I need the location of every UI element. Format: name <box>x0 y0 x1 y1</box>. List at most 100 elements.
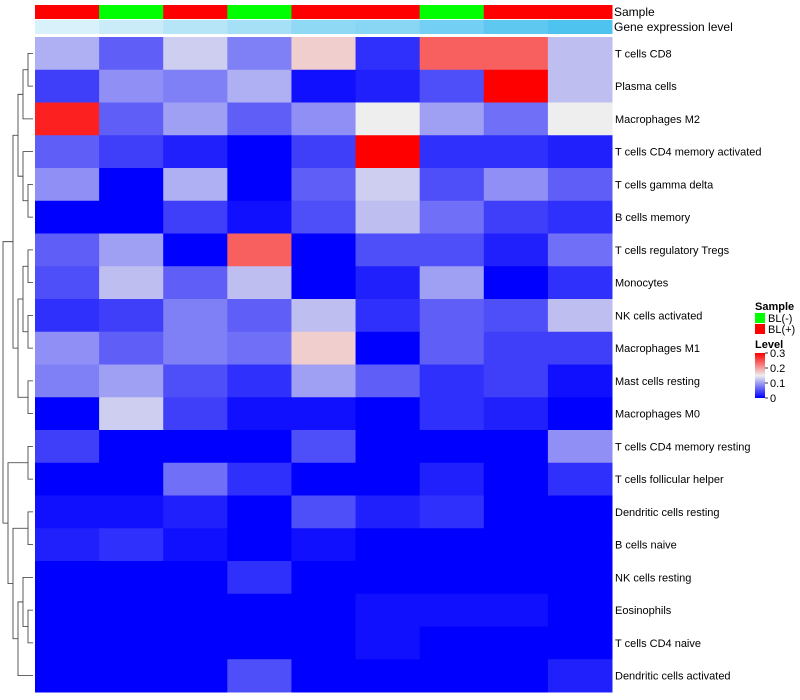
gene-expression-annotation-cell <box>291 20 357 34</box>
heatmap-cell <box>163 200 228 234</box>
annotation-bars <box>35 5 613 34</box>
row-labels: T cells CD8 Plasma cells Macrophages M2 T c… <box>615 48 762 682</box>
heatmap-cell <box>163 561 228 595</box>
heatmap-cell <box>419 561 485 595</box>
heatmap-cell <box>35 528 100 562</box>
row-label: T cells CD4 memory resting <box>615 441 751 453</box>
dendrogram-branch <box>27 380 33 415</box>
sample-annotation-label: Sample <box>614 5 655 19</box>
heatmap-cell <box>163 593 228 627</box>
sample-annotation-cell <box>483 5 549 19</box>
heatmap-cell <box>483 364 549 398</box>
heatmap-cell <box>99 659 164 693</box>
heatmap-cell <box>99 37 164 71</box>
heatmap-cell <box>35 364 100 398</box>
dendrogram-branch <box>27 314 33 349</box>
legend-level-tick-label: 0.3 <box>770 348 785 360</box>
heatmap-cell <box>99 331 164 365</box>
dendrogram-branch <box>17 601 33 677</box>
heatmap-cell <box>163 233 228 267</box>
heatmap-cell <box>483 266 549 300</box>
heatmap-cell <box>99 200 164 234</box>
gene-expression-annotation-cell <box>99 20 164 34</box>
heatmap-cell <box>291 135 357 169</box>
heatmap-cell <box>547 168 613 202</box>
heatmap-cell <box>163 659 228 693</box>
dendrogram-branch <box>2 241 13 524</box>
heatmap-cell <box>35 266 100 300</box>
heatmap-cell <box>291 397 357 431</box>
heatmap-cell <box>35 626 100 660</box>
heatmap-cell <box>227 495 292 529</box>
heatmap-cell <box>291 299 357 333</box>
heatmap-cell <box>291 168 357 202</box>
heatmap-cell <box>35 299 100 333</box>
heatmap-cell <box>419 299 485 333</box>
heatmap-cell <box>35 69 100 103</box>
heatmap-cell <box>547 299 613 333</box>
heatmap-cell <box>99 364 164 398</box>
legend-level-tick-label: 0.1 <box>770 378 785 390</box>
heatmap-cell <box>419 266 485 300</box>
heatmap-cell <box>163 364 228 398</box>
heatmap-cell <box>483 495 549 529</box>
legend-sample-title: Sample <box>755 301 794 313</box>
sample-annotation-cell <box>291 5 357 19</box>
heatmap-cell <box>163 430 228 464</box>
heatmap-cell <box>483 200 549 234</box>
heatmap-cell <box>99 397 164 431</box>
row-label: B cells naive <box>615 540 677 552</box>
heatmap-cell <box>547 331 613 365</box>
heatmap-cell <box>227 430 292 464</box>
heatmap-cell <box>483 397 549 431</box>
heatmap-cell <box>483 102 549 136</box>
heatmap-cell <box>291 626 357 660</box>
heatmap-cell <box>419 430 485 464</box>
sample-annotation-cell <box>355 5 421 19</box>
row-label: T cells follicular helper <box>615 474 724 486</box>
heatmap-cell <box>547 495 613 529</box>
heatmap-cell <box>419 135 485 169</box>
heatmap-cell <box>35 430 100 464</box>
heatmap-cell <box>163 397 228 431</box>
heatmap-cell <box>419 397 485 431</box>
heatmap-cell <box>483 37 549 71</box>
heatmap-cell <box>355 659 421 693</box>
heatmap-cell <box>227 528 292 562</box>
heatmap-cell <box>355 331 421 365</box>
heatmap-cell <box>163 528 228 562</box>
row-dendrogram <box>2 52 33 677</box>
heatmap-cell <box>419 593 485 627</box>
heatmap-cell <box>355 397 421 431</box>
heatmap-cell <box>355 495 421 529</box>
heatmap-cell <box>483 331 549 365</box>
heatmap-cell <box>419 462 485 496</box>
dendrogram-branch <box>27 52 33 87</box>
heatmap-cell <box>99 266 164 300</box>
heatmap-cell <box>227 397 292 431</box>
legend-swatch-bl-plus <box>755 324 765 334</box>
heatmap-cell <box>547 430 613 464</box>
heatmap-cell <box>99 69 164 103</box>
heatmap-cell <box>547 593 613 627</box>
heatmap-cell <box>419 495 485 529</box>
heatmap-cell <box>547 659 613 693</box>
heatmap-cell <box>355 102 421 136</box>
heatmap-cell <box>227 561 292 595</box>
heatmap-cell <box>227 233 292 267</box>
heatmap-cell <box>163 331 228 365</box>
row-label: T cells CD4 naive <box>615 638 701 650</box>
heatmap-cell <box>547 135 613 169</box>
legend-swatch-bl-minus <box>755 313 765 323</box>
heatmap-cell <box>99 528 164 562</box>
heatmap-cell <box>355 135 421 169</box>
gene-expression-annotation-cell <box>163 20 228 34</box>
heatmap-cell <box>35 593 100 627</box>
heatmap-cell <box>355 528 421 562</box>
heatmap-cell <box>291 561 357 595</box>
heatmap-cell <box>483 659 549 693</box>
heatmap-cell <box>35 462 100 496</box>
heatmap-cell <box>355 299 421 333</box>
heatmap-cell <box>483 299 549 333</box>
